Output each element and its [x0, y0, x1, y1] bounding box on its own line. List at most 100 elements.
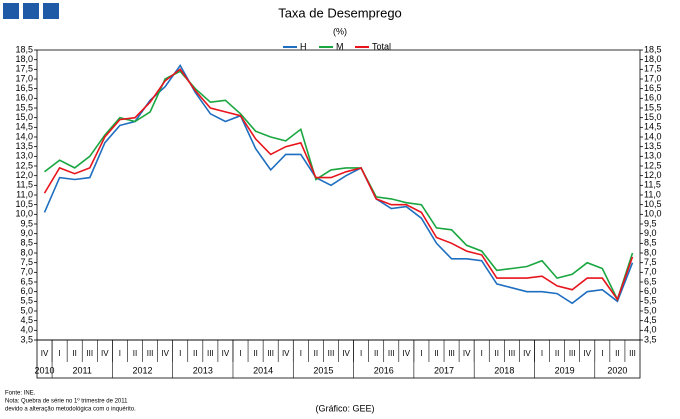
y-tick-label: 7,0: [644, 267, 657, 277]
y-tick-label: 15,0: [15, 112, 33, 122]
y-tick-label: 13,5: [15, 141, 33, 151]
y-tick-label: 11,5: [16, 180, 33, 190]
x-tick-label: I: [179, 349, 181, 358]
legend-label: H: [300, 41, 307, 51]
y-tick-label: 9,0: [644, 228, 657, 238]
x-tick-label: I: [58, 349, 60, 358]
x-tick-label: I: [420, 349, 422, 358]
y-tick-label: 17,5: [644, 64, 662, 74]
year-label: 2010: [35, 365, 55, 375]
x-tick-label: III: [569, 349, 576, 358]
y-tick-label: 4,5: [20, 315, 33, 325]
note: devido a alteração metodológica com o in…: [5, 407, 136, 413]
x-tick-label: II: [133, 349, 137, 358]
x-tick-label: II: [434, 349, 438, 358]
x-tick-label: IV: [523, 349, 531, 358]
y-tick-label: 12,0: [15, 170, 33, 180]
y-tick-label: 5,5: [644, 296, 657, 306]
series-line: [43, 64, 634, 305]
x-tick-label: II: [374, 349, 378, 358]
x-tick-label: I: [601, 349, 603, 358]
y-tick-label: 18,5: [15, 44, 33, 54]
y-tick-label: 14,5: [15, 122, 33, 132]
year-label: 2014: [253, 365, 273, 375]
y-tick-label: 13,0: [15, 151, 33, 161]
x-tick-label: IV: [101, 349, 109, 358]
x-tick-label: III: [267, 349, 274, 358]
note: Fonte: INE.: [5, 391, 36, 397]
plot-frame: [36, 49, 641, 341]
y-tick-label: 7,5: [644, 257, 657, 267]
x-tick-label: IV: [463, 349, 471, 358]
y-tick-label: 13,0: [644, 151, 662, 161]
year-label: 2015: [313, 365, 333, 375]
x-tick-label: III: [328, 349, 335, 358]
x-tick-label: II: [495, 349, 499, 358]
logo-block: [23, 3, 39, 19]
x-tick-label: II: [615, 349, 619, 358]
y-tick-label: 10,0: [15, 209, 33, 219]
y-tick-label: 18,5: [644, 44, 662, 54]
credit: (Gráfico: GEE): [315, 403, 374, 413]
y-tick-label: 3,5: [20, 334, 33, 344]
y-tick-label: 6,0: [20, 286, 33, 296]
y-tick-label: 16,0: [15, 93, 33, 103]
y-tick-label: 15,0: [644, 112, 662, 122]
y-tick-label: 13,5: [644, 141, 662, 151]
x-tick-label: I: [239, 349, 241, 358]
x-tick-label: IV: [583, 349, 591, 358]
y-tick-label: 11,0: [644, 189, 661, 199]
year-label: 2013: [193, 365, 213, 375]
y-tick-label: 8,5: [20, 238, 33, 248]
y-tick-label: 17,5: [15, 64, 33, 74]
x-tick-label: II: [253, 349, 257, 358]
y-tick-label: 15,5: [15, 102, 33, 112]
x-tick-label: II: [72, 349, 76, 358]
x-tick-label: I: [360, 349, 362, 358]
y-tick-label: 8,0: [20, 247, 33, 257]
y-tick-label: 12,0: [644, 170, 662, 180]
y-tick-label: 7,0: [20, 267, 33, 277]
y-tick-label: 4,0: [20, 325, 33, 335]
y-tick-label: 8,0: [644, 247, 657, 257]
y-tick-label: 6,5: [20, 276, 33, 286]
y-tick-label: 10,5: [644, 199, 662, 209]
x-tick-label: IV: [403, 349, 411, 358]
x-tick-label: IV: [41, 349, 49, 358]
y-tick-label: 14,5: [644, 122, 662, 132]
x-tick-label: III: [629, 349, 636, 358]
series-line: [44, 70, 634, 302]
y-tick-label: 8,5: [644, 238, 657, 248]
year-label: 2017: [434, 365, 454, 375]
y-tick-label: 16,5: [15, 83, 33, 93]
x-tick-label: IV: [282, 349, 290, 358]
x-tick-label: II: [193, 349, 197, 358]
chart-title: Taxa de Desemprego: [278, 5, 402, 20]
x-tick-label: III: [207, 349, 214, 358]
chart-subtitle: (%): [333, 26, 347, 36]
y-tick-label: 10,0: [644, 209, 662, 219]
y-tick-label: 6,0: [644, 286, 657, 296]
y-tick-label: 11,5: [644, 180, 661, 190]
x-tick-label: III: [448, 349, 455, 358]
x-tick-label: I: [119, 349, 121, 358]
year-label: 2020: [607, 365, 627, 375]
y-tick-label: 4,5: [644, 315, 657, 325]
x-tick-label: III: [147, 349, 154, 358]
y-tick-label: 14,0: [644, 131, 662, 141]
x-tick-label: I: [541, 349, 543, 358]
y-tick-label: 9,0: [20, 228, 33, 238]
x-tick-label: I: [481, 349, 483, 358]
logo-block: [43, 3, 59, 19]
y-tick-label: 18,0: [644, 54, 662, 64]
year-label: 2011: [73, 365, 92, 375]
y-tick-label: 4,0: [644, 325, 657, 335]
x-tick-label: I: [300, 349, 302, 358]
note: Nota: Quebra de série no 1º trimestre de…: [5, 398, 128, 405]
y-tick-label: 14,0: [15, 131, 33, 141]
year-label: 2016: [374, 365, 394, 375]
x-tick-label: IV: [342, 349, 350, 358]
y-tick-label: 16,0: [644, 93, 662, 103]
y-tick-label: 5,0: [644, 305, 657, 315]
